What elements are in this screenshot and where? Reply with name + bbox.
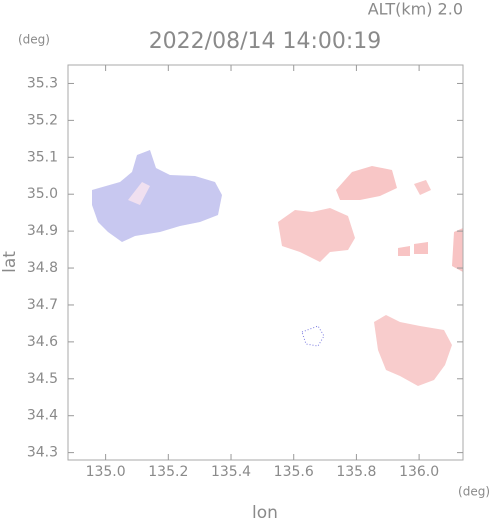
x-tick-label: 135.0 [86,464,126,480]
y-tick-label: 34.6 [27,334,58,350]
x-tick-label: 135.6 [274,464,314,480]
y-tick-label: 34.3 [27,445,58,461]
y-tick-label: 35.3 [27,75,58,91]
y-tick-label: 35.2 [27,112,58,128]
x-tick-label: 135.8 [336,464,376,480]
echo-red [374,315,452,386]
x-tick-label: 136.0 [399,464,439,480]
echo-blue [92,150,222,242]
x-unit: (deg) [458,485,490,499]
y-tick-label: 34.8 [27,260,58,276]
echo-red [278,208,355,262]
y-unit: (deg) [18,33,50,47]
y-axis-label: lat [0,251,20,273]
radar-echoes [92,150,463,386]
echo-dots [301,325,325,347]
y-tick-label: 34.5 [27,371,58,387]
altitude-label: ALT(km) 2.0 [368,0,463,19]
y-tick-label: 34.9 [27,223,58,239]
echo-red [336,166,397,200]
chart-title: 2022/08/14 14:00:19 [149,29,382,54]
plot-frame [67,64,464,461]
y-tick-label: 34.7 [27,297,58,313]
echo-red [414,180,431,195]
y-tick-label: 35.0 [27,186,58,202]
x-axis-label: lon [252,503,278,521]
x-tick-label: 135.4 [211,464,251,480]
echo-core [128,182,150,205]
echo-red [398,228,463,272]
y-tick-label: 35.1 [27,149,58,165]
x-tick-label: 135.2 [148,464,188,480]
y-tick-label: 34.4 [27,408,58,424]
